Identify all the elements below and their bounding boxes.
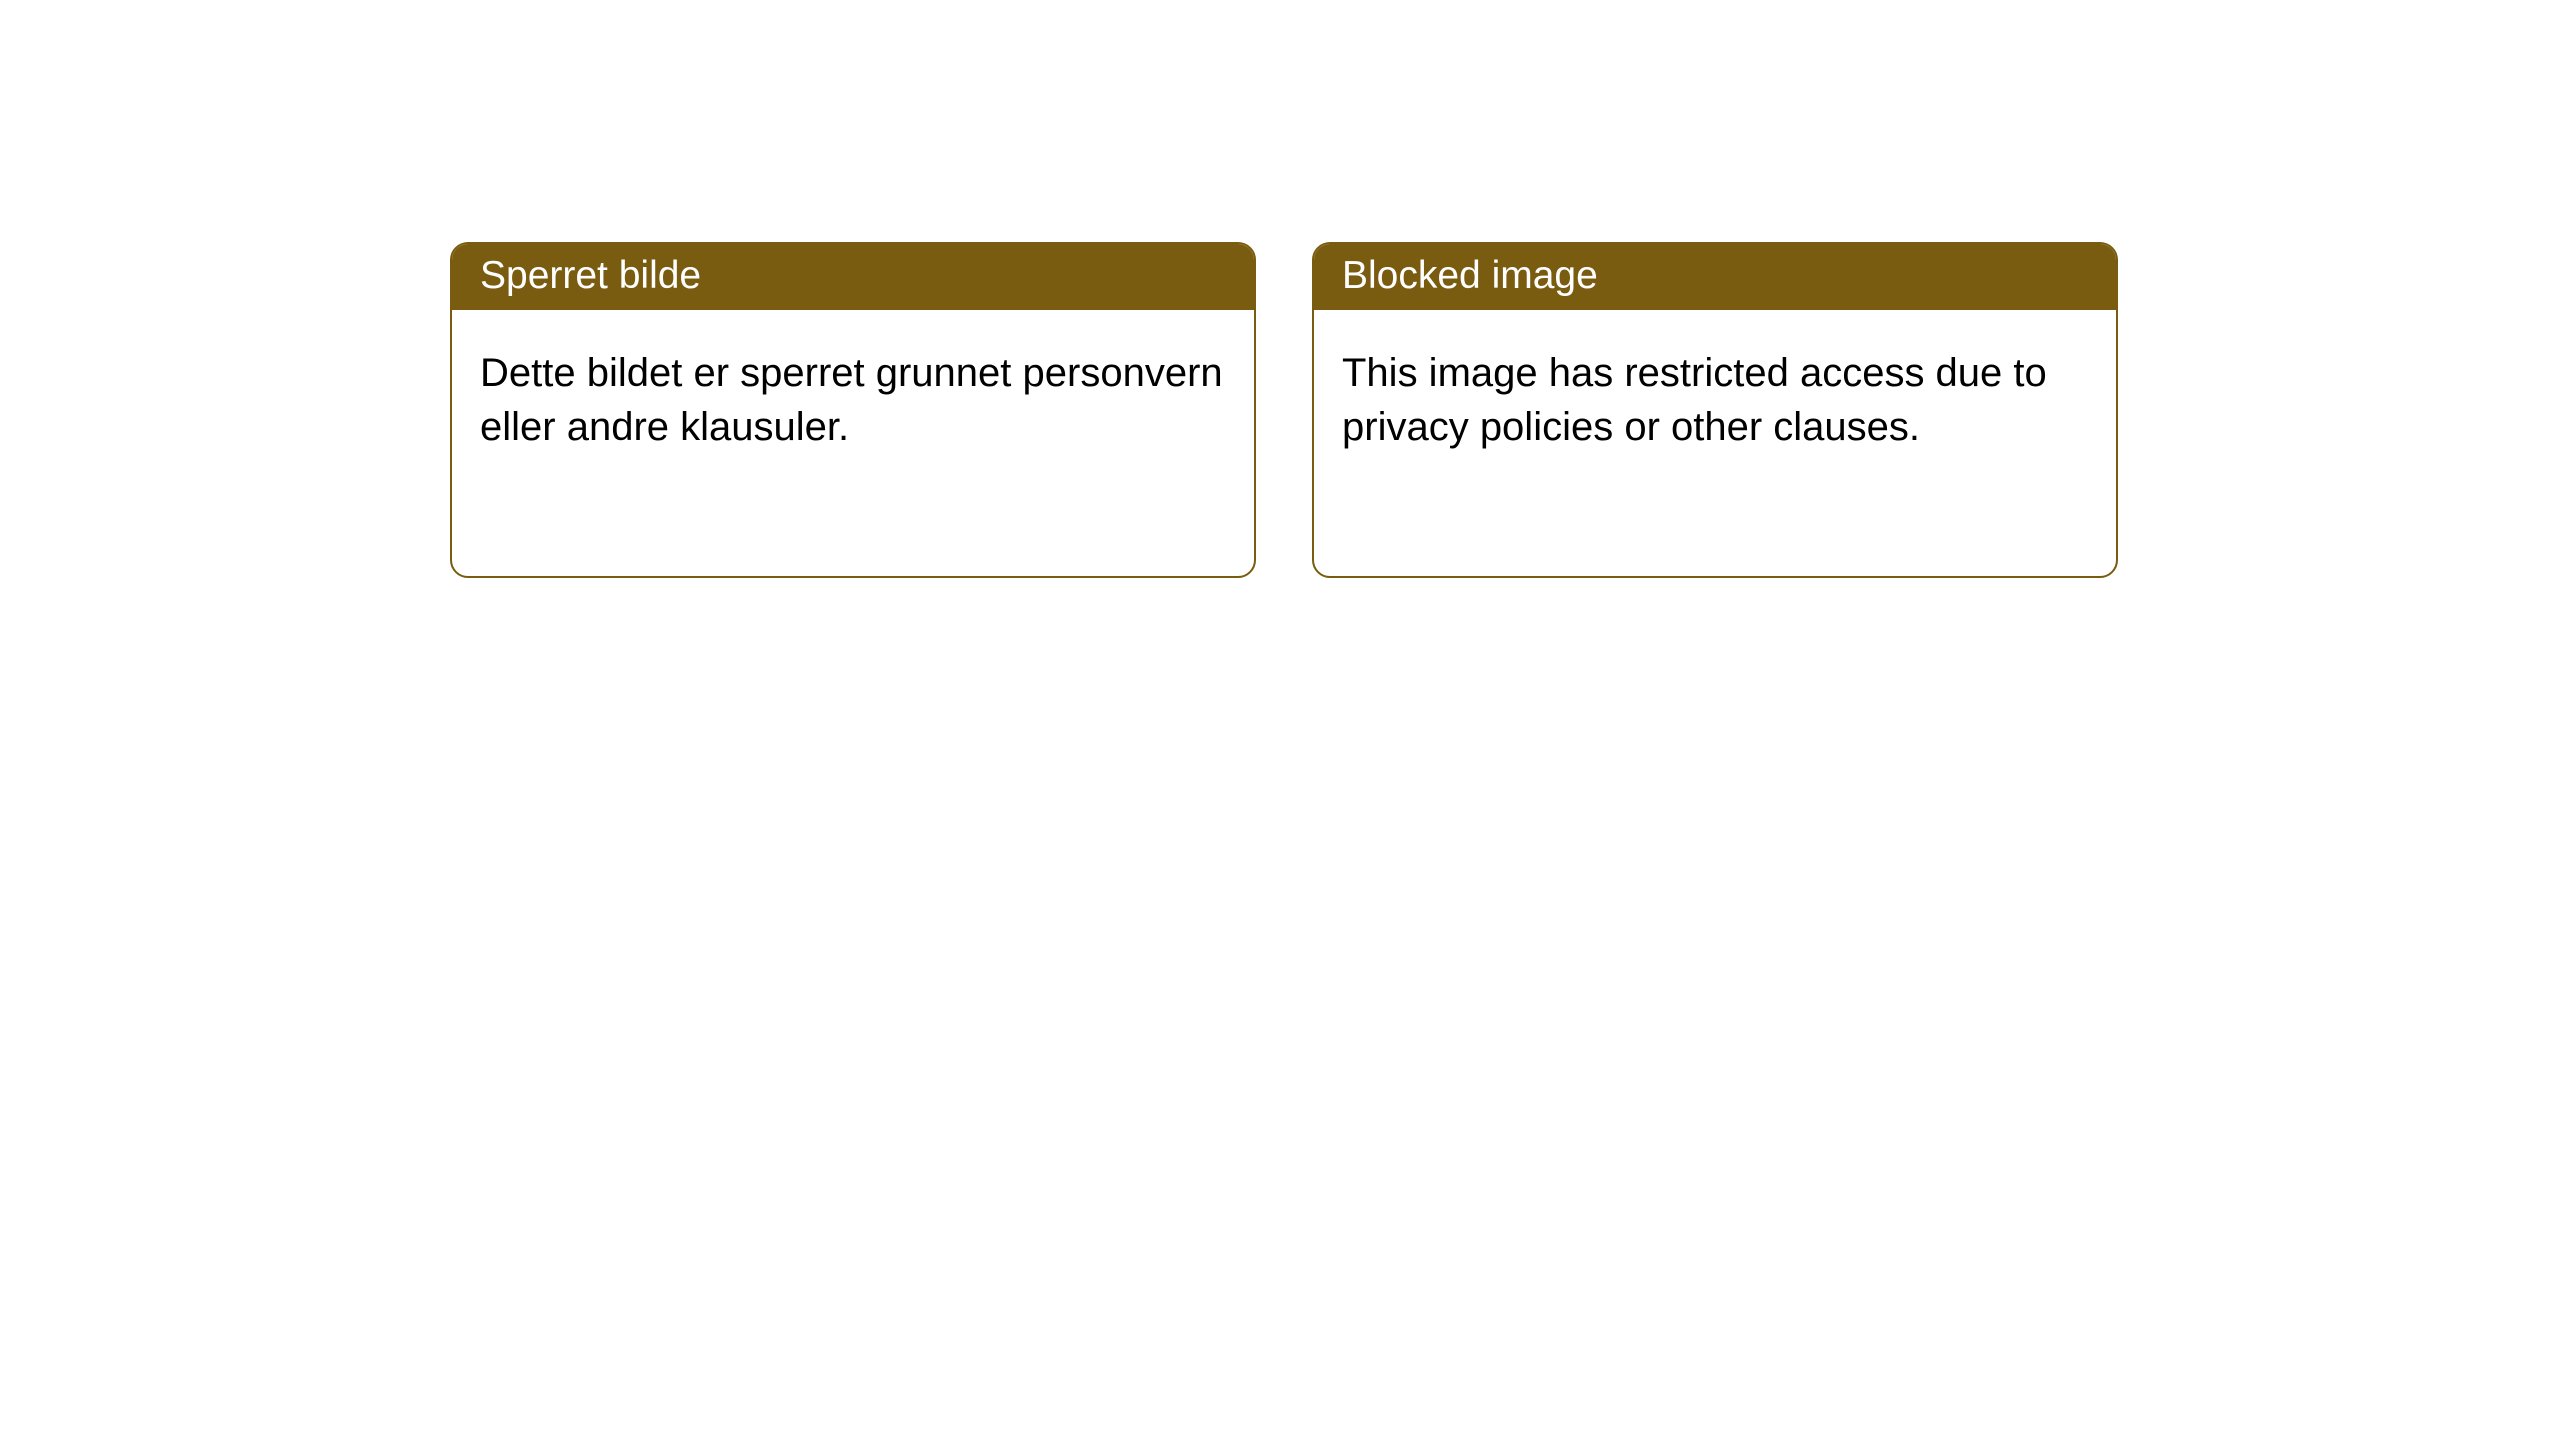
card-body: This image has restricted access due to … [1314, 310, 2116, 478]
blocked-image-card-en: Blocked image This image has restricted … [1312, 242, 2118, 578]
card-title: Blocked image [1342, 254, 1598, 297]
card-header: Blocked image [1314, 244, 2116, 310]
card-body: Dette bildet er sperret grunnet personve… [452, 310, 1254, 478]
card-body-text: Dette bildet er sperret grunnet personve… [480, 351, 1223, 449]
card-body-text: This image has restricted access due to … [1342, 351, 2047, 449]
cards-container: Sperret bilde Dette bildet er sperret gr… [0, 0, 2560, 578]
card-title: Sperret bilde [480, 254, 701, 297]
blocked-image-card-no: Sperret bilde Dette bildet er sperret gr… [450, 242, 1256, 578]
card-header: Sperret bilde [452, 244, 1254, 310]
